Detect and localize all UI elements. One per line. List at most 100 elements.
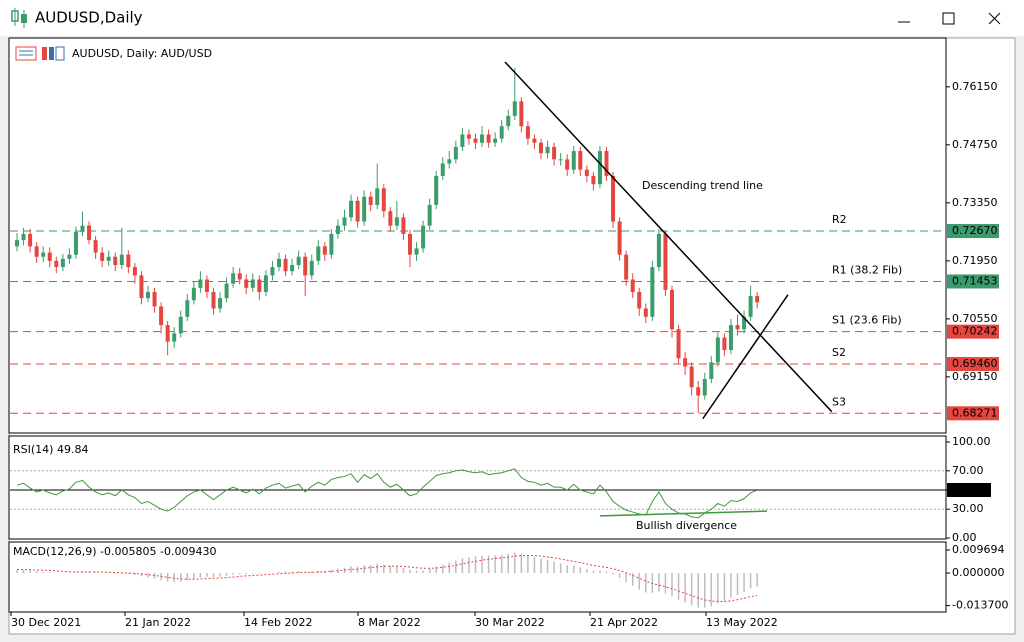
- candle-body: [453, 146, 458, 160]
- candle-body: [67, 254, 72, 259]
- candle-body: [650, 267, 655, 317]
- trend-line: [702, 294, 789, 420]
- candle-body: [250, 279, 255, 288]
- divergence-label: Bullish divergence: [636, 519, 737, 532]
- candle-body: [87, 225, 92, 241]
- level-price: 0.71453: [952, 274, 998, 287]
- x-tick-label: 8 Mar 2022: [358, 616, 421, 629]
- level-tag: [947, 357, 999, 372]
- candle-body: [198, 279, 203, 288]
- signal-line: [17, 554, 758, 603]
- candle-body: [656, 233, 661, 268]
- candle-body: [670, 289, 674, 330]
- candle-body: [722, 337, 727, 350]
- y-tick-label: -0.013700: [952, 599, 1008, 612]
- candle-body: [532, 138, 537, 143]
- candle-body: [80, 225, 85, 232]
- candle-body: [349, 200, 354, 218]
- y-tick-label: 70.00: [952, 464, 984, 477]
- candle-body: [742, 316, 747, 330]
- candle-body: [47, 252, 52, 261]
- level-tag: [947, 324, 999, 339]
- candle-body: [388, 211, 393, 226]
- candle-body: [381, 188, 386, 212]
- candle-body: [597, 151, 602, 185]
- candle-body: [512, 101, 517, 116]
- candle-body: [394, 217, 399, 226]
- candle-body: [211, 291, 216, 309]
- y-tick-label: 0.71950: [952, 254, 998, 267]
- candle-body: [486, 134, 491, 143]
- candle-body: [499, 126, 504, 139]
- candle-body: [755, 296, 760, 303]
- candle-body: [519, 101, 524, 127]
- candle-body: [480, 134, 485, 143]
- candle-body: [375, 188, 380, 205]
- candle-body: [41, 252, 46, 257]
- candle-body: [172, 333, 177, 342]
- candle-body: [152, 291, 157, 307]
- title-bar: [0, 0, 1024, 36]
- level-tag: [947, 224, 999, 239]
- panel-border: [8, 541, 947, 613]
- candle-body: [60, 258, 65, 268]
- x-tick-label: 21 Apr 2022: [590, 616, 658, 629]
- panel-border: [8, 435, 947, 540]
- candle-body: [624, 254, 629, 280]
- candle-body: [748, 296, 753, 317]
- candle-body: [663, 233, 668, 290]
- candle-body: [368, 196, 373, 205]
- candle-body: [676, 329, 681, 359]
- candle-body: [584, 169, 589, 176]
- candle-body: [224, 283, 229, 299]
- level-name: R1 (38.2 Fib): [832, 263, 902, 276]
- candle-body: [165, 325, 170, 342]
- candle-body: [34, 246, 39, 257]
- chart-icons: [15, 46, 65, 61]
- candle-body: [113, 256, 118, 266]
- candle-body: [28, 233, 33, 247]
- candle-body: [362, 196, 367, 222]
- chart-header: AUDUSD, Daily: AUD/USD: [72, 47, 212, 60]
- trend-line-label: Descending trend line: [642, 179, 763, 192]
- candle-body: [244, 279, 249, 288]
- candle-body: [493, 138, 498, 143]
- candle-body: [506, 115, 511, 127]
- candle-body: [715, 337, 720, 363]
- y-tick-label: 100.00: [952, 435, 991, 448]
- close-button[interactable]: [988, 12, 1001, 25]
- candle-body: [440, 163, 445, 176]
- x-tick-label: 30 Dec 2021: [11, 616, 81, 629]
- divergence-line: [599, 510, 767, 517]
- candle-body: [473, 138, 478, 143]
- y-tick-label: 0.74750: [952, 138, 998, 151]
- y-tick-label: 50.00: [952, 483, 984, 496]
- candle-body: [460, 134, 465, 147]
- candle-body: [414, 248, 419, 255]
- candle-body: [322, 246, 327, 255]
- candle-body: [296, 256, 301, 266]
- candle-body: [204, 279, 209, 292]
- x-tick-label: 30 Mar 2022: [475, 616, 545, 629]
- candle-body: [427, 204, 432, 226]
- candle-body: [231, 273, 236, 284]
- panel-border: [8, 37, 947, 434]
- y-tick-label: 0.000000: [952, 566, 1005, 579]
- candle-body: [342, 217, 347, 226]
- candle-body: [178, 316, 183, 334]
- maximize-button[interactable]: [942, 12, 955, 25]
- candle-body: [54, 260, 59, 268]
- candle-body: [263, 275, 268, 292]
- candle-body: [617, 221, 622, 255]
- level-name: S3: [832, 395, 846, 408]
- candle-body: [316, 246, 321, 261]
- window-title: AUDUSD,Daily: [35, 9, 143, 27]
- candle-body: [257, 279, 262, 292]
- y-tick-label: 0.00: [952, 531, 977, 544]
- candle-body: [100, 252, 105, 261]
- candle-body: [702, 378, 707, 396]
- level-price: 0.70242: [952, 325, 998, 338]
- candle-body: [630, 279, 635, 292]
- candle-body: [270, 267, 275, 276]
- level-tag: [947, 274, 999, 289]
